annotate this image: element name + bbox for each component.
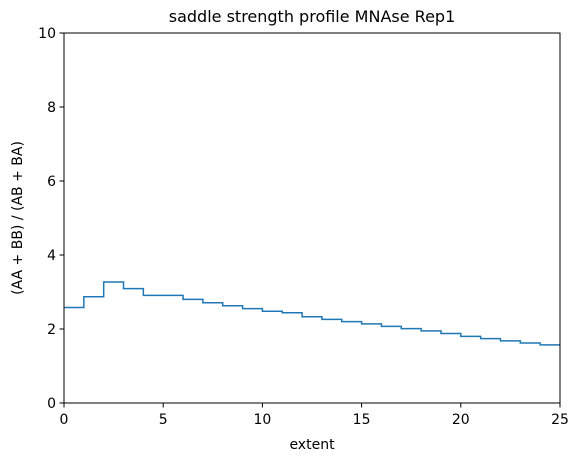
y-tick-label: 0 [47,396,56,412]
x-tick-label: 0 [60,412,69,428]
plot-area: 0 5 10 15 20 25 0 2 4 6 8 10 [38,26,569,428]
y-axis-label: (AA + BB) / (AB + BA) [10,141,26,295]
x-tick-label: 20 [452,412,470,428]
y-tick-label: 2 [47,322,56,338]
y-tick-label: 8 [47,100,56,116]
y-tick-label: 10 [38,26,56,42]
x-tick-label: 5 [159,412,168,428]
x-tick-label: 15 [353,412,371,428]
x-tick-label: 25 [551,412,569,428]
y-tick-label: 6 [47,174,56,190]
y-tick-label: 4 [47,248,56,264]
axes-frame [63,32,561,404]
x-tick-label: 10 [253,412,271,428]
chart-title: saddle strength profile MNAse Rep1 [169,7,456,26]
x-axis-label: extent [289,437,335,453]
series-line [64,281,560,346]
